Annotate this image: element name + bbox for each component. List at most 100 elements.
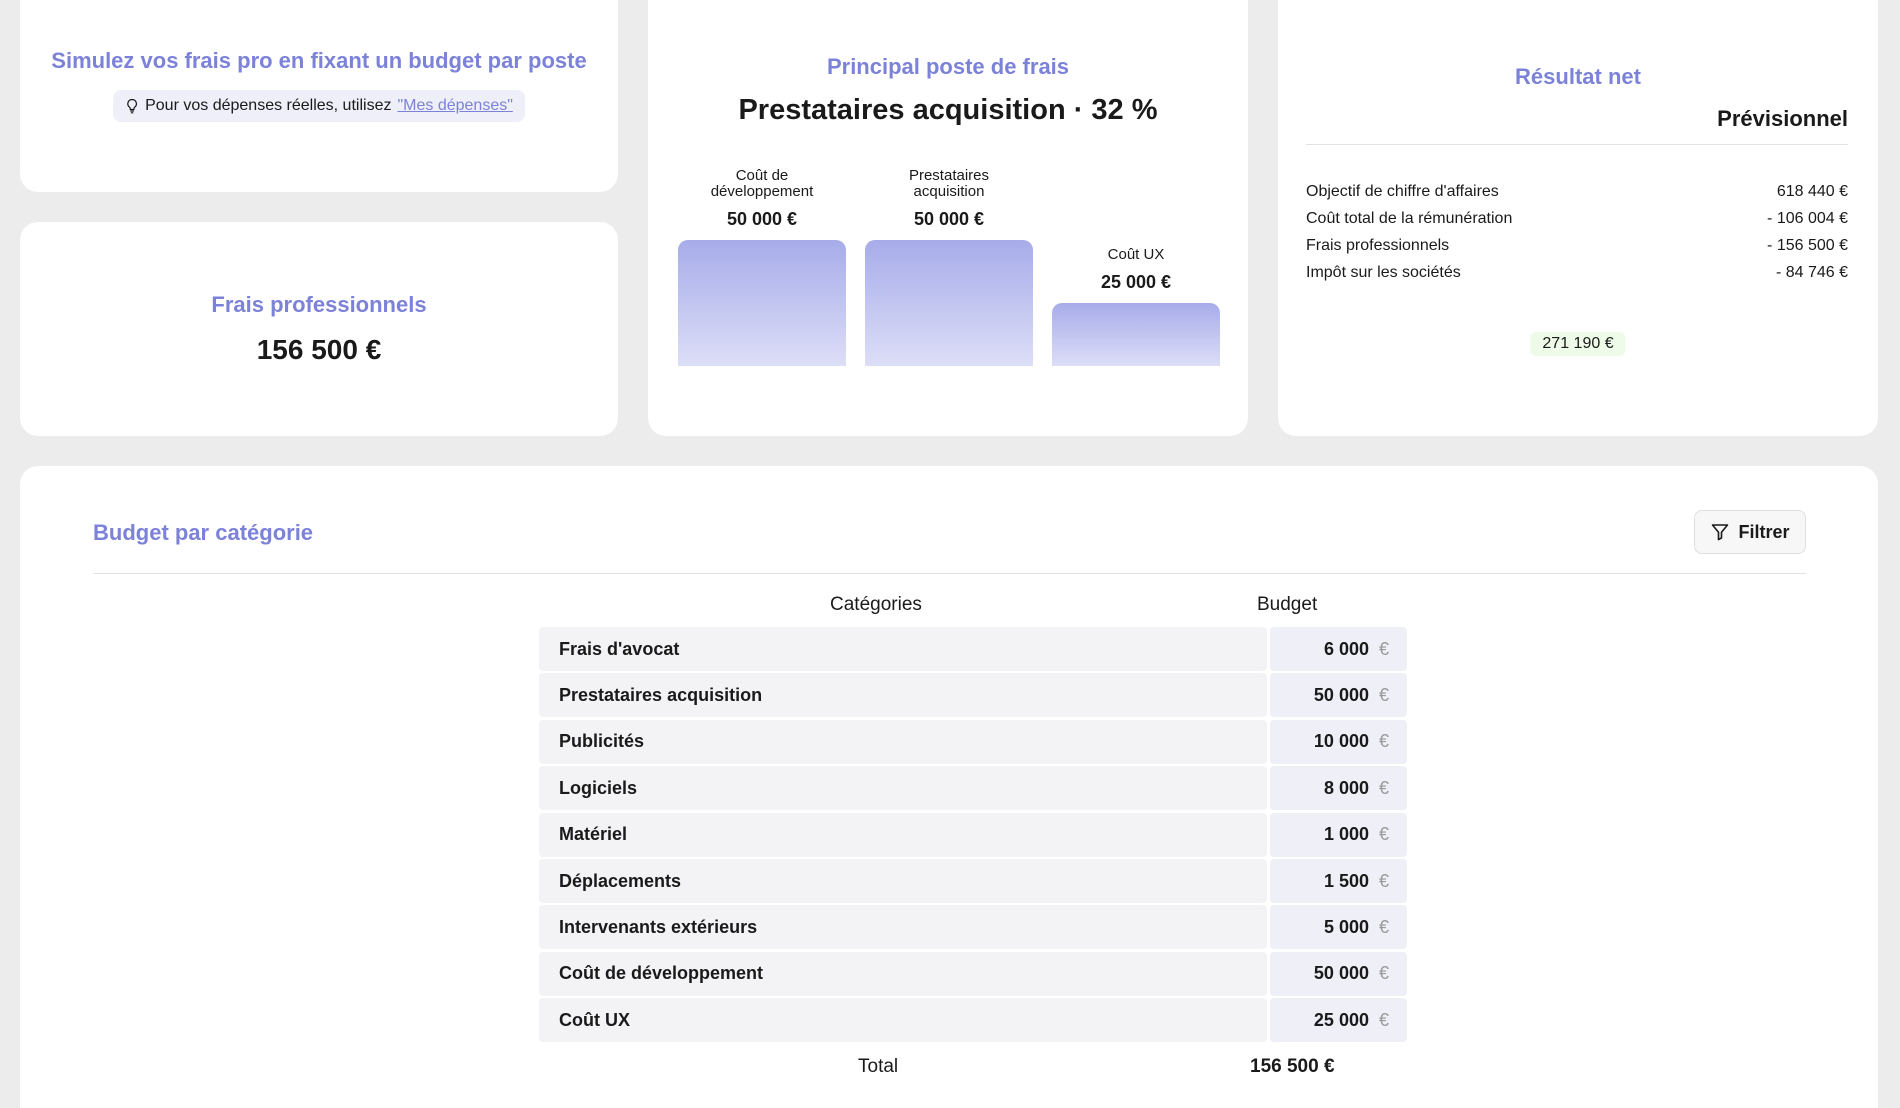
simulate-title: Simulez vos frais pro en fixant un budge… (51, 48, 587, 73)
filter-icon (1712, 524, 1729, 541)
bar (865, 240, 1033, 366)
budget-row: Logiciels 8 000 € (539, 766, 1407, 811)
bar (1052, 303, 1220, 366)
filter-label: Filtrer (1738, 521, 1790, 542)
bar-column: Prestataires acquisition 50 000 € (865, 0, 1033, 366)
currency-symbol: € (1378, 824, 1389, 845)
principal-headline: Prestataires acquisition · 32 % (738, 94, 1158, 126)
budget-row: Matériel 1 000 € (539, 812, 1407, 857)
budget-amount-value: 1 000 (1323, 824, 1369, 845)
result-row: Frais professionnels - 156 500 € (1306, 232, 1848, 259)
result-card: Résultat net Prévisionnel Objectif de ch… (1278, 0, 1878, 436)
frais-card: Frais professionnels 156 500 € (20, 222, 618, 436)
frais-value: 156 500 € (256, 334, 382, 365)
col-header-categories: Catégories (830, 594, 922, 615)
budget-amount-input[interactable]: 50 000 € (1270, 673, 1407, 718)
budget-amount-input[interactable]: 1 000 € (1270, 812, 1407, 857)
currency-symbol: € (1378, 684, 1389, 705)
currency-symbol: € (1378, 963, 1389, 984)
divider (1306, 144, 1848, 145)
currency-symbol: € (1378, 731, 1389, 752)
budget-row-category: Coût de développement (539, 951, 1267, 996)
budget-amount-input[interactable]: 6 000 € (1270, 627, 1407, 671)
currency-symbol: € (1378, 777, 1389, 798)
frais-title: Frais professionnels (211, 292, 427, 317)
budget-card: Budget par catégorie Filtrer Catégories … (20, 466, 1878, 1108)
result-row-label: Objectif de chiffre d'affaires (1306, 182, 1499, 200)
budget-amount-value: 50 000 (1313, 684, 1369, 705)
budget-row: Coût de développement 50 000 € (539, 951, 1407, 996)
net-result-badge: 271 190 € (1530, 332, 1626, 356)
budget-amount-value: 5 000 (1323, 916, 1369, 937)
bar (678, 240, 846, 366)
result-row-value: - 84 746 € (1775, 263, 1848, 281)
budget-title: Budget par catégorie (93, 520, 314, 545)
filter-button[interactable]: Filtrer (1694, 510, 1806, 554)
budget-amount-input[interactable]: 5 000 € (1270, 905, 1407, 950)
result-row-label: Coût total de la rémunération (1306, 209, 1513, 227)
budget-amount-input[interactable]: 1 500 € (1270, 859, 1407, 903)
result-row: Impôt sur les sociétés - 84 746 € (1306, 259, 1848, 286)
budget-amount-input[interactable]: 10 000 € (1270, 719, 1407, 764)
budget-row-category: Déplacements (539, 859, 1267, 903)
total-value: 156 500 € (1250, 1056, 1335, 1077)
currency-symbol: € (1378, 916, 1389, 937)
budget-amount-value: 1 500 (1323, 870, 1369, 891)
hint-box: Pour vos dépenses réelles, utilisez "Mes… (113, 90, 525, 122)
budget-row: Déplacements 1 500 € (539, 859, 1407, 903)
budget-row-category: Coût UX (539, 998, 1267, 1043)
budget-row-category: Publicités (539, 719, 1267, 764)
budget-row-category: Prestataires acquisition (539, 673, 1267, 718)
budget-row: Publicités 10 000 € (539, 719, 1407, 764)
result-row-value: - 156 500 € (1767, 236, 1848, 254)
result-row-label: Impôt sur les sociétés (1306, 263, 1461, 281)
bar-column: Coût UX 25 000 € (1052, 0, 1220, 366)
bar-category-label-line: Coût UX (1107, 246, 1165, 263)
mes-depenses-link[interactable]: "Mes dépenses" (397, 97, 513, 114)
bar-category-label-line: Prestataires (908, 167, 990, 184)
budget-row-category: Intervenants extérieurs (539, 905, 1267, 950)
currency-symbol: € (1378, 638, 1389, 659)
bar-category-label-line: développement (710, 183, 814, 200)
bar-column: Coût de développement 50 000 € (678, 0, 846, 366)
bar-value-label: 25 000 € (1100, 272, 1172, 292)
col-header-budget: Budget (1257, 594, 1318, 615)
bar-category-label: Coût de développement (678, 168, 846, 200)
simulate-card: Simulez vos frais pro en fixant un budge… (20, 0, 618, 192)
budget-amount-input[interactable]: 50 000 € (1270, 951, 1407, 996)
result-title: Résultat net (1515, 64, 1641, 89)
budget-amount-input[interactable]: 25 000 € (1270, 998, 1407, 1043)
budget-row: Prestataires acquisition 50 000 € (539, 673, 1407, 718)
lightbulb-icon (127, 98, 137, 114)
budget-row: Intervenants extérieurs 5 000 € (539, 905, 1407, 950)
result-row-label: Frais professionnels (1306, 236, 1450, 254)
bar-category-label-line: Coût de (735, 167, 789, 184)
bar-value-label: 50 000 € (913, 209, 985, 229)
budget-amount-value: 8 000 (1323, 777, 1369, 798)
budget-amount-value: 25 000 (1313, 1009, 1369, 1030)
principal-card: Principal poste de frais Prestataires ac… (648, 0, 1248, 436)
budget-amount-input[interactable]: 8 000 € (1270, 766, 1407, 811)
budget-amount-value: 6 000 (1323, 638, 1369, 659)
total-label: Total (858, 1056, 899, 1077)
budget-row-category: Matériel (539, 812, 1267, 857)
bar-category-label: Coût UX (1052, 247, 1220, 263)
budget-row: Coût UX 25 000 € (539, 998, 1407, 1043)
budget-row-category: Frais d'avocat (539, 627, 1267, 671)
result-row: Coût total de la rémunération - 106 004 … (1306, 205, 1848, 232)
budget-row-category: Logiciels (539, 766, 1267, 811)
principal-title: Principal poste de frais (826, 54, 1070, 79)
bar-category-label: Prestataires acquisition (865, 168, 1033, 200)
budget-amount-value: 10 000 (1313, 731, 1369, 752)
result-row-value: - 106 004 € (1767, 209, 1848, 227)
hint-text: Pour vos dépenses réelles, utilisez (145, 97, 392, 114)
currency-symbol: € (1378, 1009, 1389, 1030)
previsionnel-header: Prévisionnel (1717, 106, 1848, 131)
bar-value-label: 50 000 € (726, 209, 798, 229)
currency-symbol: € (1378, 870, 1389, 891)
bar-category-label-line: acquisition (913, 183, 985, 200)
budget-row: Frais d'avocat 6 000 € (539, 627, 1407, 671)
result-row-value: 618 440 € (1776, 182, 1848, 200)
result-row: Objectif de chiffre d'affaires 618 440 € (1306, 178, 1848, 205)
budget-amount-value: 50 000 (1313, 963, 1369, 984)
